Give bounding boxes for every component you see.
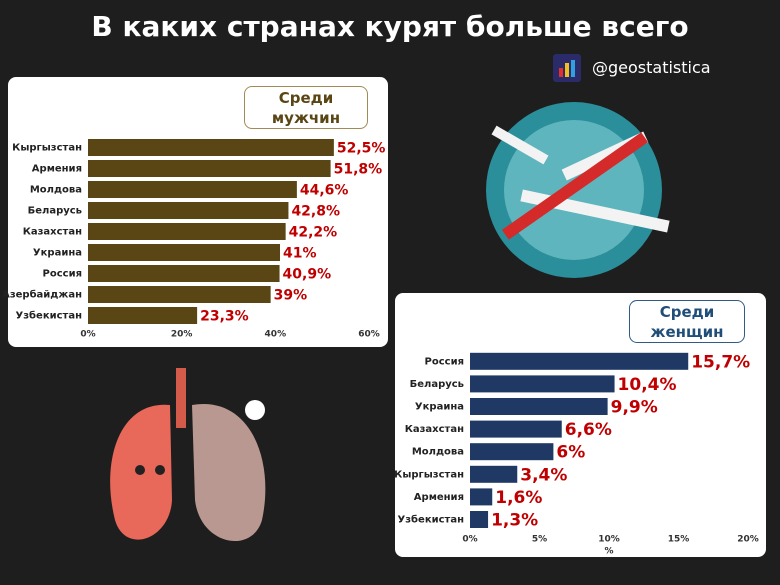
y-tick-label: Украина: [415, 402, 464, 413]
value-label: 51,8%: [334, 162, 383, 178]
value-label: 42,8%: [291, 204, 340, 220]
bar: [470, 511, 489, 528]
x-tick-label: 0%: [462, 535, 477, 545]
y-tick-label: Азербайджан: [2, 289, 82, 301]
bar: [88, 307, 198, 324]
chart-title: Среди женщин: [629, 300, 745, 343]
logo-bar: [565, 63, 569, 77]
x-tick-label: 60%: [358, 330, 380, 340]
bar: [88, 139, 334, 156]
value-label: 9,9%: [611, 398, 658, 418]
x-tick-label: 20%: [737, 535, 759, 545]
value-label: 1,6%: [495, 488, 542, 508]
value-label: 44,6%: [300, 183, 349, 199]
bar: [470, 398, 608, 415]
y-tick-label: Беларусь: [410, 379, 464, 390]
lungs-illustration: [110, 368, 266, 542]
x-tick-label: 0%: [80, 330, 95, 340]
bar: [470, 352, 689, 370]
x-tick-label: 15%: [668, 535, 690, 545]
handle: @geostatistica: [592, 58, 711, 77]
x-tick-label: 20%: [171, 330, 193, 340]
x-tick-label: 40%: [265, 330, 287, 340]
bar: [88, 244, 281, 261]
y-tick-label: Казахстан: [405, 424, 464, 435]
value-label: 6,6%: [565, 420, 612, 440]
y-tick-label: Узбекистан: [16, 310, 83, 322]
logo-bar: [559, 68, 563, 77]
y-tick-label: Кыргызстан: [12, 143, 82, 154]
value-label: 1,3%: [491, 511, 538, 531]
bar: [88, 202, 289, 219]
bar: [88, 160, 331, 177]
value-label: 41%: [283, 246, 317, 262]
value-label: 40,9%: [283, 267, 332, 283]
bar: [88, 181, 297, 198]
y-tick-label: Казахстан: [23, 227, 82, 238]
y-tick-label: Узбекистан: [398, 514, 465, 526]
value-label: 42,2%: [289, 225, 338, 241]
page-title: В каких странах курят больше всего: [91, 10, 689, 43]
y-tick-label: Кыргызстан: [394, 469, 464, 480]
logo-bar: [571, 60, 575, 77]
bar: [470, 375, 615, 393]
value-label: 3,4%: [520, 465, 567, 485]
chart-title: Среди мужчин: [244, 86, 368, 129]
bar: [470, 420, 562, 438]
bar: [470, 465, 518, 483]
bar: [88, 286, 271, 303]
x-tick-label: 10%: [598, 535, 620, 545]
y-tick-label: Армения: [32, 164, 82, 175]
bar: [470, 488, 493, 506]
value-label: 52,5%: [337, 141, 386, 157]
bar: [88, 265, 280, 282]
bar: [470, 443, 554, 461]
y-tick-label: Украина: [33, 248, 82, 259]
y-tick-label: Молдова: [30, 185, 82, 196]
x-tick-label: 5%: [532, 535, 547, 545]
value-label: 23,3%: [200, 309, 249, 325]
value-label: 39%: [274, 288, 308, 304]
y-tick-label: Молдова: [412, 447, 464, 458]
bar: [88, 223, 286, 240]
value-label: 15,7%: [691, 352, 750, 372]
y-tick-label: Россия: [43, 269, 82, 280]
x-axis-label: %: [604, 547, 613, 557]
value-label: 6%: [556, 443, 585, 463]
value-label: 10,4%: [618, 375, 677, 395]
y-tick-label: Армения: [414, 492, 464, 503]
ashtray-illustration: [486, 102, 670, 278]
y-tick-label: Россия: [425, 356, 464, 367]
y-tick-label: Беларусь: [28, 206, 82, 217]
